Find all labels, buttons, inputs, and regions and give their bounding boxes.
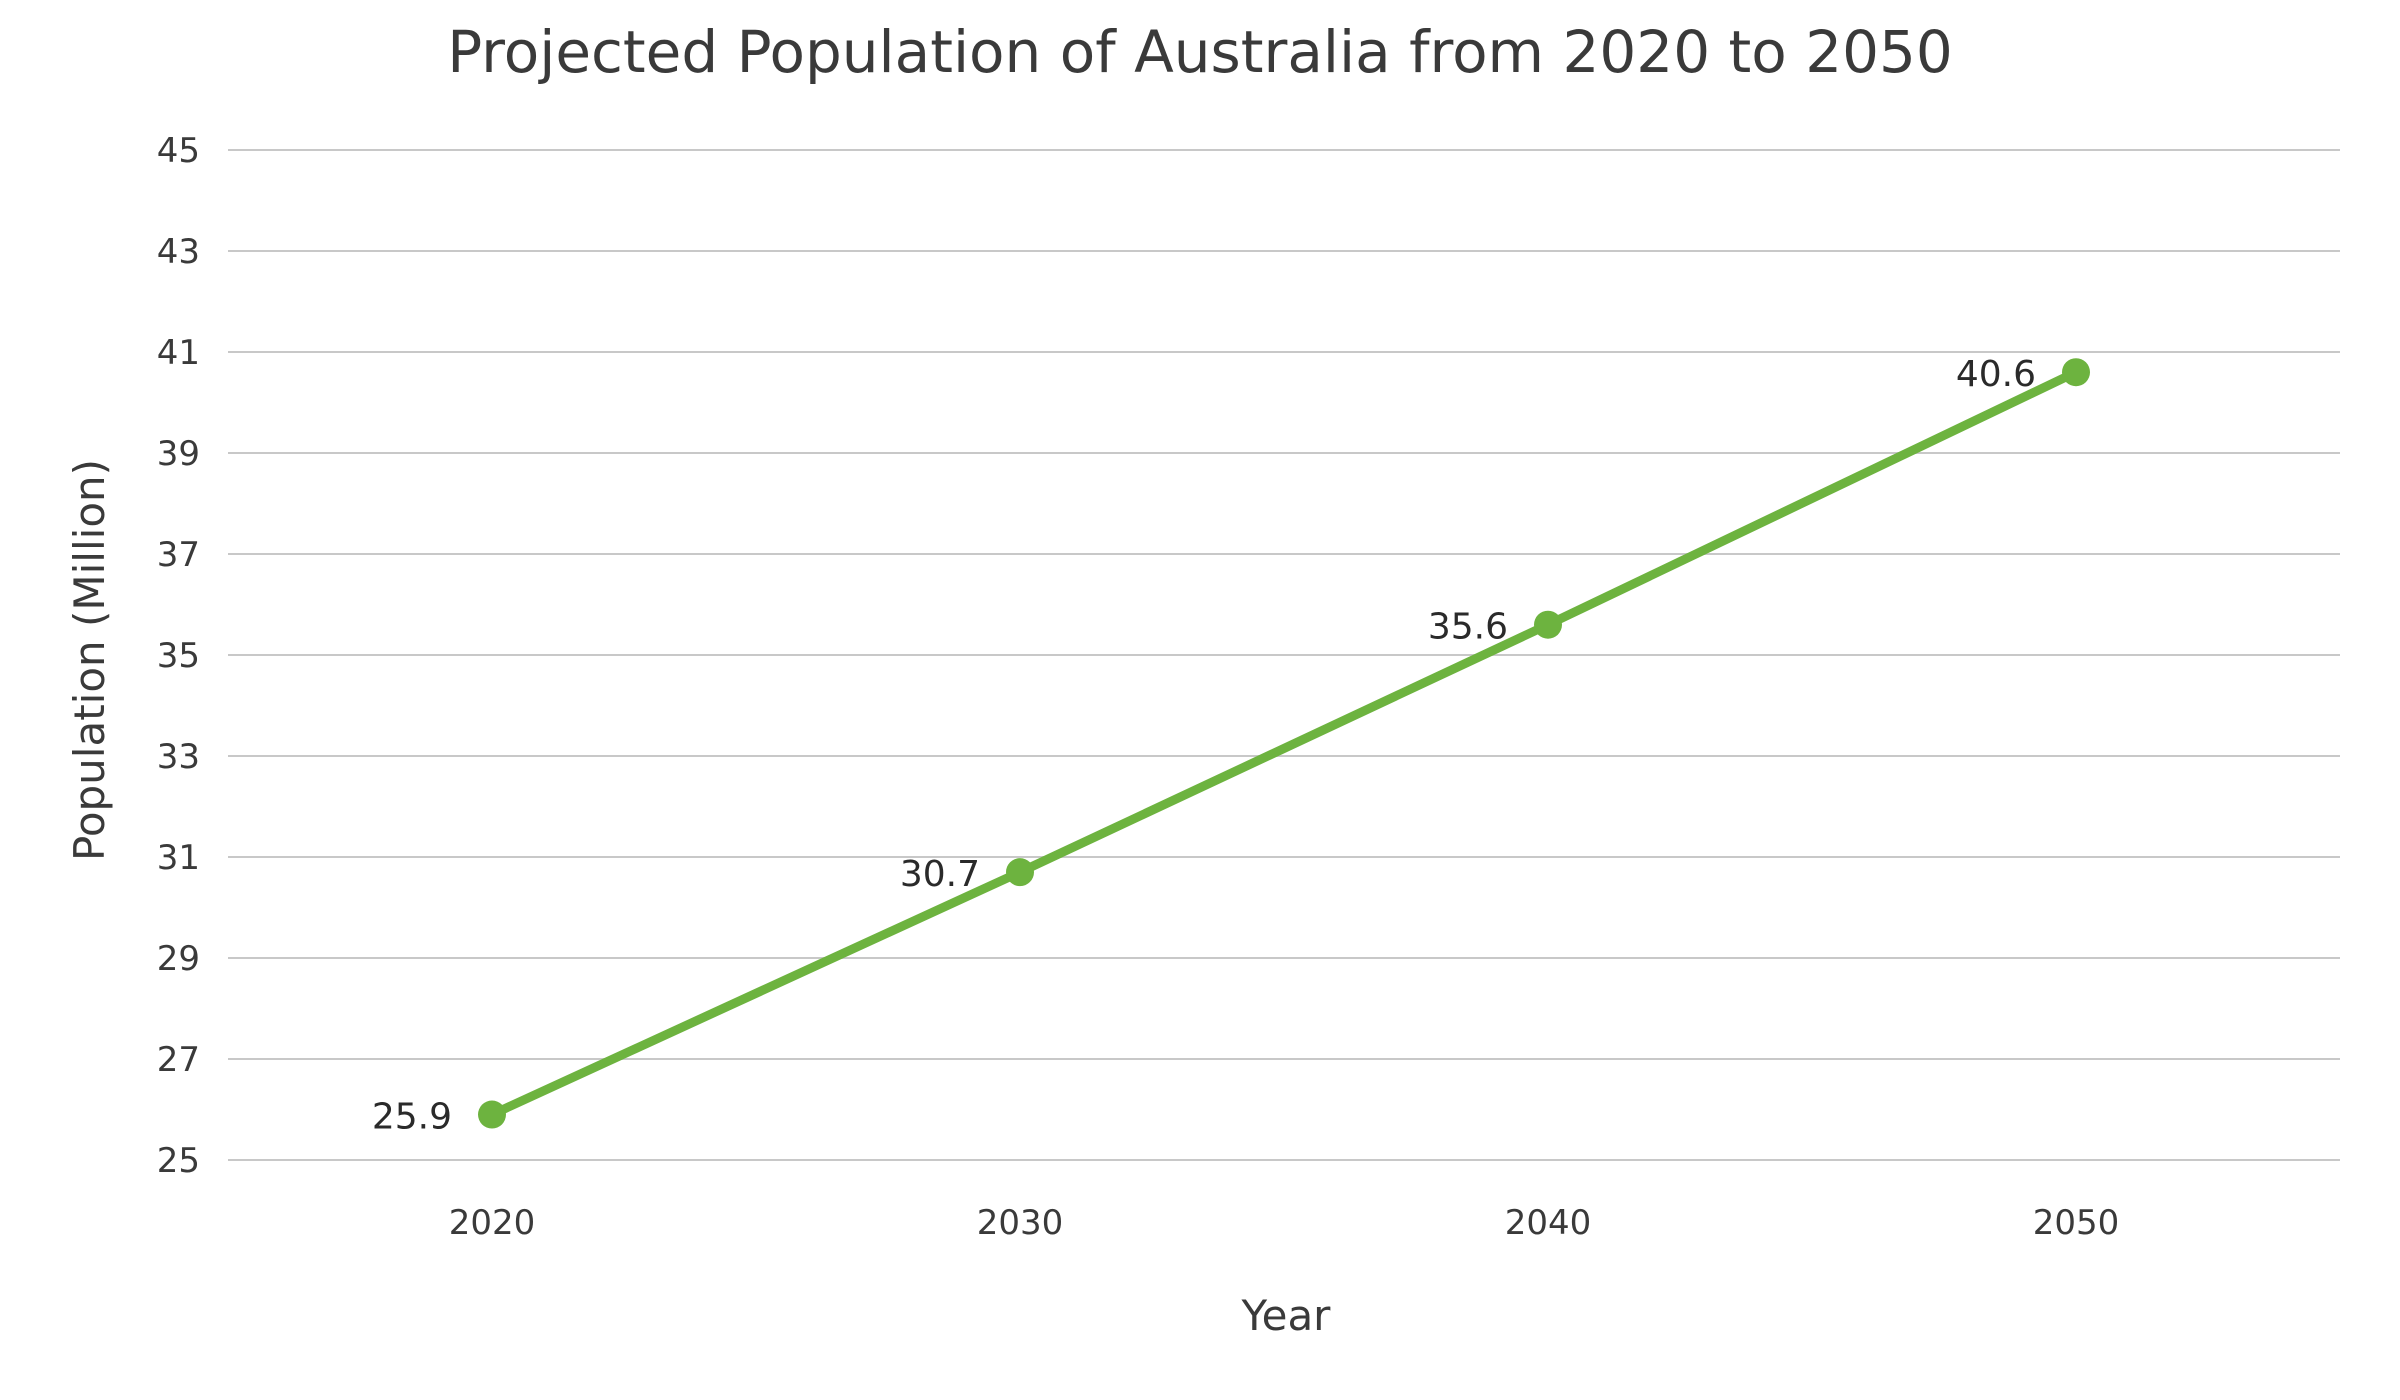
y-tick-label: 25 <box>157 1141 200 1181</box>
series-line <box>487 367 2081 1120</box>
y-tick-label: 31 <box>157 838 200 878</box>
y-tick-label: 43 <box>157 232 200 272</box>
data-labels: 25.9 30.7 35.6 40.6 <box>372 354 2036 1137</box>
x-tick-label: 2020 <box>449 1203 536 1243</box>
x-tick-label: 2050 <box>2033 1203 2120 1243</box>
y-tick-label: 39 <box>157 434 200 474</box>
x-tick-label: 2040 <box>1505 1203 1592 1243</box>
data-label-2050: 40.6 <box>1956 354 2036 395</box>
series-line-group <box>487 367 2081 1120</box>
chart-title: Projected Population of Australia from 2… <box>447 18 1953 86</box>
y-tick-label: 41 <box>157 333 200 373</box>
y-tick-label: 33 <box>157 737 200 777</box>
data-label-2040: 35.6 <box>1428 607 1508 648</box>
y-tick-label: 35 <box>157 636 200 676</box>
data-point-2030 <box>1006 858 1034 887</box>
y-tick-labels: 25 27 29 31 33 35 37 39 41 43 45 <box>157 131 200 1181</box>
x-axis-label: Year <box>1241 1291 1332 1340</box>
data-point-2020 <box>478 1100 506 1129</box>
data-label-2020: 25.9 <box>372 1097 452 1138</box>
y-tick-label: 27 <box>157 1040 200 1080</box>
gridlines <box>228 149 2340 1161</box>
data-point-2050 <box>2062 358 2090 387</box>
y-tick-label: 37 <box>157 535 200 575</box>
y-axis-label: Population (Million) <box>65 459 114 861</box>
data-points <box>478 358 2090 1129</box>
y-tick-label: 45 <box>157 131 200 171</box>
y-tick-label: 29 <box>157 939 200 979</box>
x-tick-labels: 2020 2030 2040 2050 <box>449 1203 2120 1243</box>
x-tick-label: 2030 <box>977 1203 1064 1243</box>
data-point-2040 <box>1534 610 1562 639</box>
data-label-2030: 30.7 <box>900 854 980 895</box>
